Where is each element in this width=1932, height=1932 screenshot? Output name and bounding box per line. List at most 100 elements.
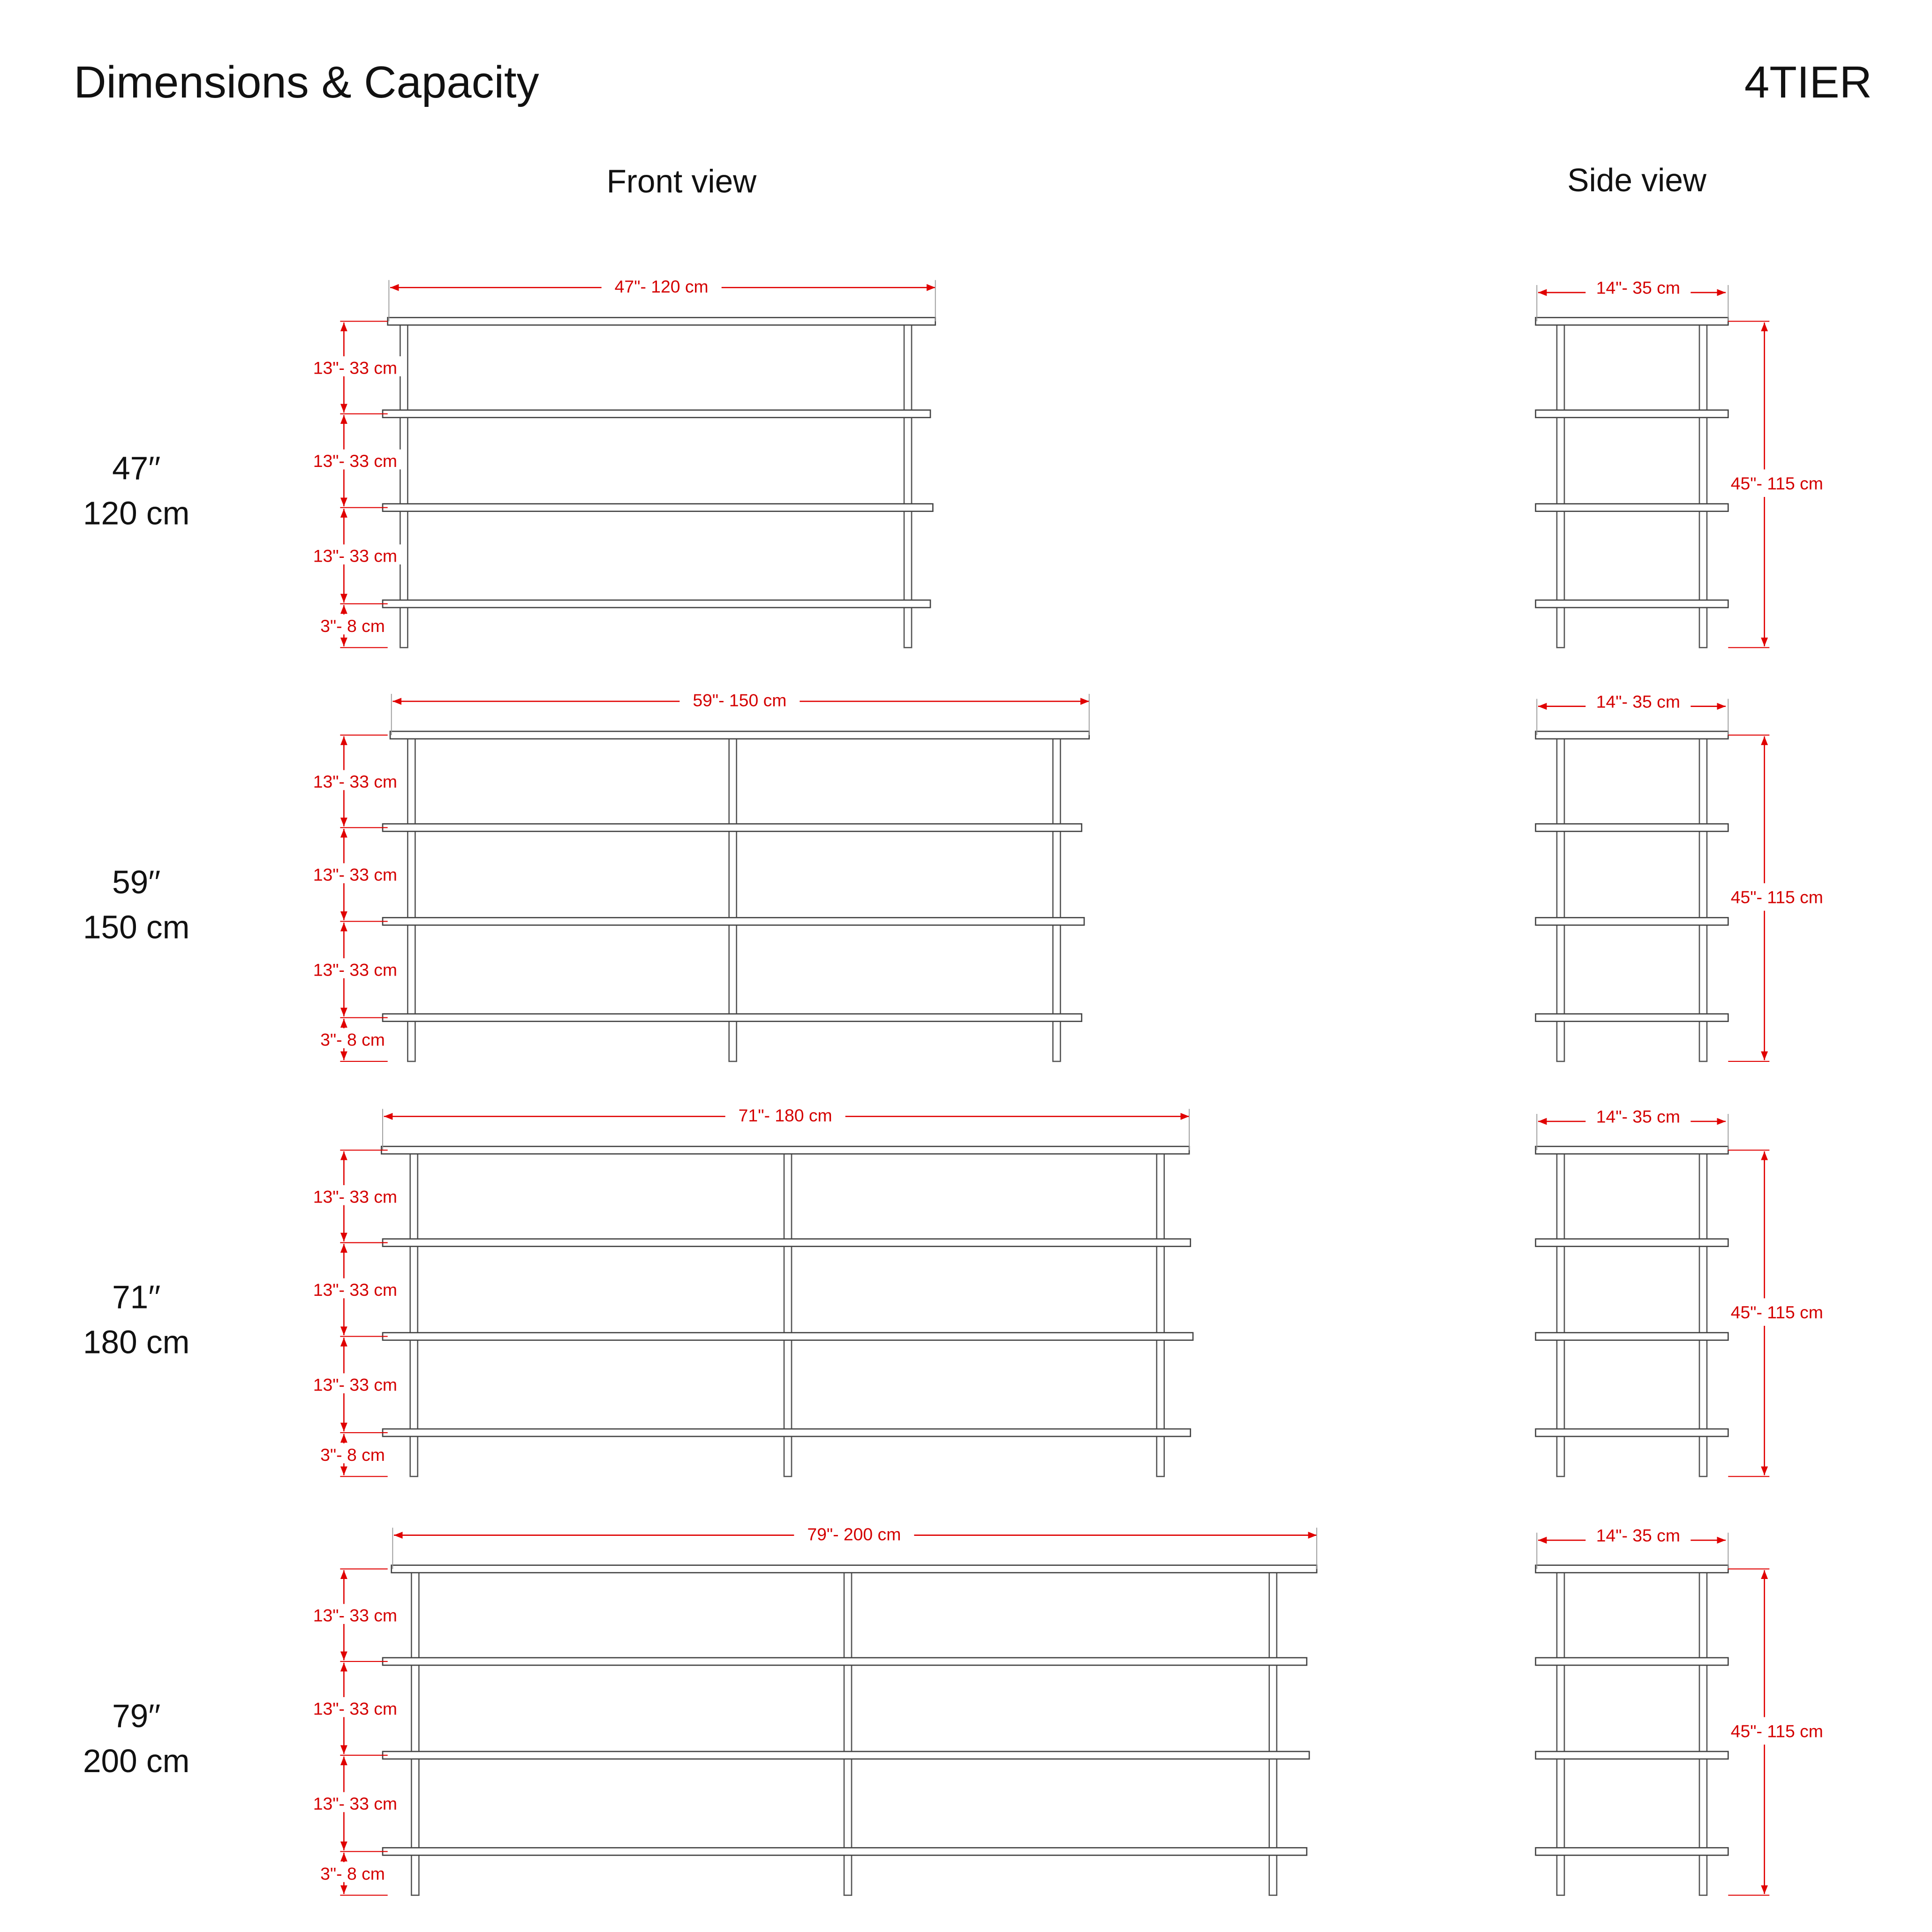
tier-label: 13"- 33 cm — [313, 546, 397, 566]
size-inches: 47′′ — [112, 450, 160, 487]
side-height-label: 45"- 115 cm — [1731, 1302, 1823, 1322]
tier-label: 13"- 33 cm — [313, 1794, 397, 1813]
leg — [407, 734, 416, 1062]
side-shelf — [1535, 316, 1729, 326]
side-leg — [1698, 1149, 1708, 1477]
label-bg — [312, 1862, 391, 1882]
side-shelf — [1535, 503, 1729, 512]
depth-label: 14"- 35 cm — [1596, 278, 1680, 298]
tier-label: 13"- 33 cm — [313, 1606, 397, 1625]
label-bg — [679, 689, 800, 712]
side-height-label: 45"- 115 cm — [1731, 887, 1823, 907]
width-label: 59"- 150 cm — [693, 691, 786, 710]
label-bg — [1585, 1106, 1691, 1129]
side-height-label: 45"- 115 cm — [1731, 1721, 1823, 1741]
label-bg — [308, 449, 403, 470]
shelf — [389, 730, 1090, 740]
label-bg — [312, 1028, 391, 1048]
side-leg — [1698, 320, 1708, 648]
tier-label: 13"- 33 cm — [313, 1375, 397, 1395]
label-bg — [725, 1104, 845, 1127]
size-inches: 59′′ — [112, 864, 160, 900]
label-bg — [308, 356, 403, 376]
size-cm: 120 cm — [83, 495, 189, 532]
side-leg — [1556, 320, 1565, 648]
size-cm: 150 cm — [83, 909, 189, 945]
side-leg — [1556, 1568, 1565, 1896]
shelf — [382, 917, 1085, 926]
leg — [409, 1149, 419, 1477]
label-bg — [312, 1443, 391, 1464]
side-shelf — [1535, 1564, 1729, 1573]
side-leg — [1556, 734, 1565, 1062]
tier-label: 13"- 33 cm — [313, 1699, 397, 1718]
depth-label: 14"- 35 cm — [1596, 1107, 1680, 1127]
size-inches: 79′′ — [112, 1698, 160, 1734]
label-bg — [1585, 1525, 1691, 1548]
leg — [903, 320, 913, 648]
foot-label: 3"- 8 cm — [320, 1864, 385, 1883]
tier-label: 13"- 33 cm — [313, 451, 397, 471]
label-bg — [794, 1522, 914, 1545]
label-bg — [1721, 883, 1836, 911]
label-bg — [308, 1373, 403, 1393]
label-bg — [308, 1792, 403, 1812]
rows: 47′′ 120 cm 47"- 120 cm 13"- 33 cm 13"- 33 c… — [83, 275, 1836, 1896]
size-cm: 200 cm — [83, 1743, 189, 1779]
side-shelf — [1535, 1657, 1729, 1666]
shelf — [382, 409, 931, 418]
leg — [1268, 1568, 1277, 1896]
side-shelf — [1535, 1145, 1729, 1155]
side-leg — [1698, 1568, 1708, 1896]
label-bg — [308, 544, 403, 564]
side-shelf — [1535, 1238, 1729, 1247]
side-shelf — [1535, 409, 1729, 418]
front-view-label: Front view — [606, 163, 757, 200]
label-bg — [601, 275, 722, 298]
side-shelf — [1535, 1332, 1729, 1341]
depth-label: 14"- 35 cm — [1596, 692, 1680, 711]
leg — [1156, 1149, 1165, 1477]
shelf — [382, 1238, 1191, 1247]
side-shelf — [1535, 823, 1729, 832]
tier-label: 13"- 33 cm — [313, 960, 397, 979]
label-bg — [1585, 277, 1691, 300]
brand: 4TIER — [1744, 57, 1872, 107]
size-cm: 180 cm — [83, 1324, 189, 1361]
tier-label: 13"- 33 cm — [313, 1280, 397, 1300]
shelf — [387, 316, 936, 326]
foot-label: 3"- 8 cm — [320, 1030, 385, 1050]
label-bg — [308, 770, 403, 790]
foot-label: 3"- 8 cm — [320, 1445, 385, 1465]
leg — [411, 1568, 420, 1896]
side-shelf — [1535, 1847, 1729, 1856]
label-bg — [1585, 691, 1691, 714]
tier-label: 13"- 33 cm — [313, 1187, 397, 1206]
label-bg — [1721, 1717, 1836, 1745]
leg — [843, 1568, 853, 1896]
label-bg — [308, 1278, 403, 1299]
label-bg — [312, 614, 391, 635]
label-bg — [308, 958, 403, 978]
shelf — [381, 1145, 1190, 1155]
side-shelf — [1535, 599, 1729, 609]
shelf — [391, 1564, 1318, 1573]
width-label: 71"- 180 cm — [739, 1105, 832, 1125]
title: Dimensions & Capacity — [74, 57, 539, 107]
side-shelf — [1535, 1013, 1729, 1022]
side-shelf — [1535, 1428, 1729, 1437]
leg — [783, 1149, 792, 1477]
foot-label: 3"- 8 cm — [320, 616, 385, 636]
side-height-label: 45"- 115 cm — [1731, 474, 1823, 493]
shelf — [382, 1657, 1307, 1666]
tier-label: 13"- 33 cm — [313, 358, 397, 377]
shelf — [382, 1013, 1082, 1022]
side-shelf — [1535, 917, 1729, 926]
tier-label: 13"- 33 cm — [313, 772, 397, 791]
tier-label: 13"- 33 cm — [313, 865, 397, 885]
label-bg — [308, 1604, 403, 1624]
label-bg — [308, 1185, 403, 1205]
shelf — [382, 1847, 1307, 1856]
leg — [1052, 734, 1061, 1062]
label-bg — [1721, 1298, 1836, 1326]
